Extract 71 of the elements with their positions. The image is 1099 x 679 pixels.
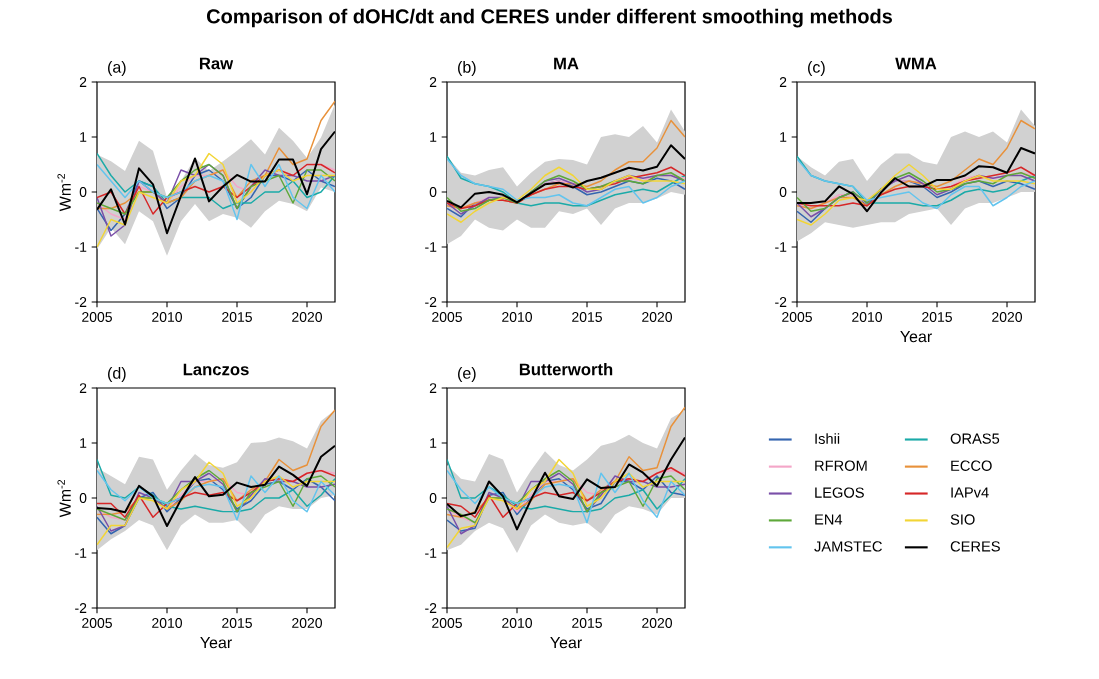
x-tick-label: 2015 (572, 312, 602, 322)
x-axis-title: Year (200, 637, 232, 649)
chart-title: Butterworth (519, 363, 613, 376)
y-tick-label: -2 (75, 603, 87, 613)
text: (b) (458, 61, 476, 76)
y-tick-label: -2 (425, 297, 437, 307)
legend-label: EN4 (815, 514, 843, 525)
y-tick-label: 0 (429, 187, 437, 197)
legend-label: ORAS5 (950, 433, 1000, 444)
x-axis-title: Year (900, 331, 932, 343)
x-tick-label: 2015 (222, 312, 252, 322)
chart-title: MA (554, 57, 579, 70)
y-tick-label: 1 (80, 132, 87, 142)
y-tick-label: 1 (430, 438, 437, 448)
y-tick-label: -2 (425, 603, 437, 613)
x-tick-label: 2010 (502, 312, 533, 322)
y-tick-label: -1 (75, 548, 87, 558)
y-tick-label: 2 (79, 383, 87, 393)
legend-label: IAPv4 (951, 487, 989, 498)
x-tick-label: 2010 (852, 312, 883, 322)
y-tick-label: 2 (79, 77, 87, 87)
x-tick-label: 2020 (642, 312, 673, 322)
legend-label: LEGOS (815, 487, 864, 498)
legend-label: CERES (950, 541, 1000, 552)
y-tick-label: -1 (75, 242, 87, 252)
y-tick-label: 1 (430, 132, 437, 142)
y-tick-label: 2 (779, 77, 787, 87)
y-tick-label: 1 (80, 438, 87, 448)
x-tick-label: 2005 (432, 618, 462, 628)
x-tick-label: 2005 (82, 618, 112, 628)
legend-label: Ishii (815, 433, 840, 444)
legend-label: RFROM (815, 460, 867, 471)
y-tick-label: 0 (79, 493, 87, 503)
x-tick-label: 2020 (292, 312, 323, 322)
x-tick-label: 2005 (432, 312, 462, 322)
x-tick-label: 2015 (572, 618, 602, 628)
legend-label: ECCO (951, 460, 992, 471)
x-tick-label: 2015 (222, 618, 252, 628)
y-tick-label: 1 (780, 132, 787, 142)
y-axis-title: Wm$^{-2}$ (57, 479, 71, 518)
y-tick-label: 2 (429, 383, 437, 393)
y-tick-label: 0 (429, 493, 437, 503)
x-tick-label: 2020 (642, 618, 673, 628)
x-tick-label: 2010 (502, 618, 533, 628)
chart-title: Raw (199, 57, 234, 70)
text: (e) (458, 367, 476, 382)
y-tick-label: -1 (775, 242, 787, 252)
y-tick-label: 2 (429, 77, 437, 87)
y-tick-label: 0 (779, 187, 787, 197)
y-tick-label: -2 (775, 297, 787, 307)
x-axis-title: Year (550, 637, 582, 649)
chart-title: Lanczos (183, 363, 249, 376)
y-axis-title: Wm$^{-2}$ (57, 173, 71, 212)
text: Comparison of dOHC/dt and CERES under different smoothing methods (206, 8, 893, 28)
text: (c) (808, 61, 825, 76)
x-tick-label: 2020 (292, 618, 323, 628)
legend-label: JAMSTEC (814, 541, 882, 552)
x-tick-label: 2010 (152, 312, 183, 322)
x-tick-label: 2015 (922, 312, 952, 322)
x-tick-label: 2005 (82, 312, 112, 322)
y-tick-label: -1 (425, 548, 437, 558)
x-tick-label: 2005 (782, 312, 812, 322)
text: (d) (108, 367, 126, 382)
text: (a) (108, 61, 126, 76)
y-tick-label: -1 (425, 242, 437, 252)
y-tick-label: 0 (79, 187, 87, 197)
x-tick-label: 2010 (152, 618, 183, 628)
legend-label: SIO (950, 514, 975, 525)
x-tick-label: 2020 (992, 312, 1023, 322)
chart-title: WMA (895, 57, 937, 70)
y-tick-label: -2 (75, 297, 87, 307)
